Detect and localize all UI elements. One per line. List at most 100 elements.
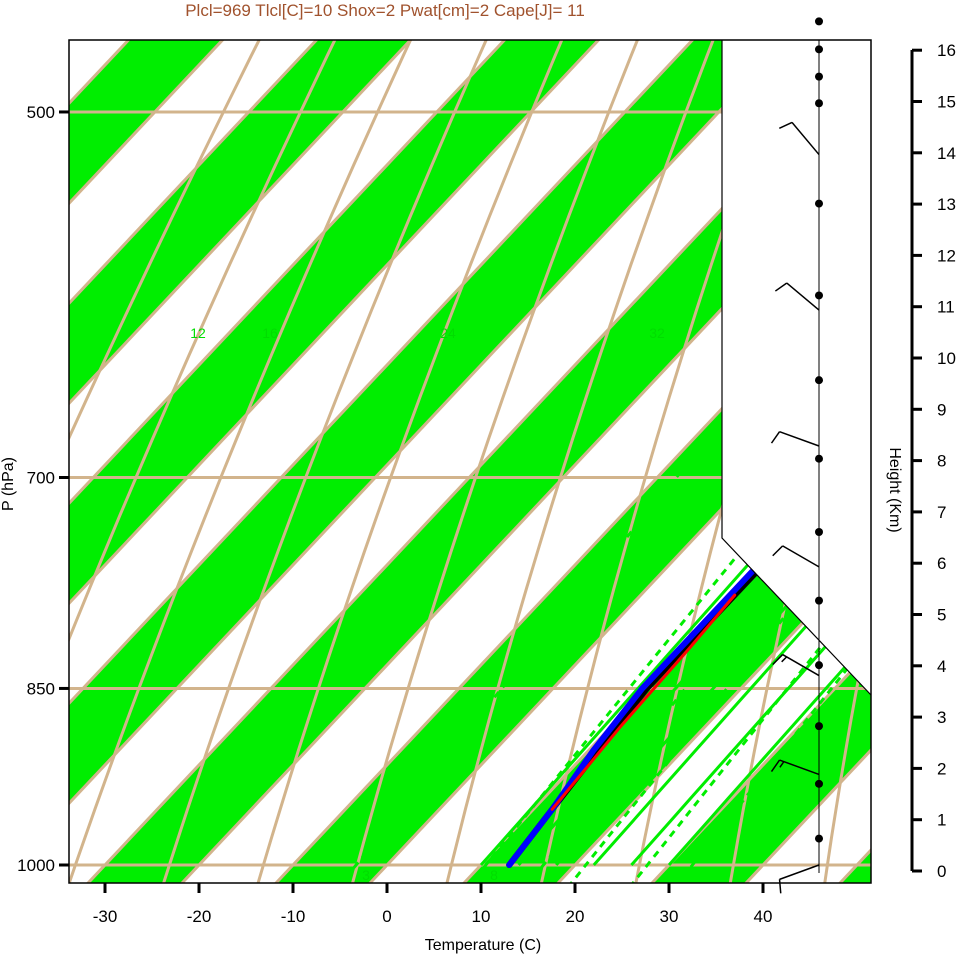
mixing-ratio-label: 16 xyxy=(262,325,278,341)
axes: -30-20-100102030401001502002503004005007… xyxy=(17,103,773,926)
x-tick-label: -20 xyxy=(187,907,212,926)
dry-adiabat xyxy=(351,40,640,883)
mixing-ratio-label: 8 xyxy=(490,867,498,883)
moist-adiabat xyxy=(592,550,871,866)
height-tick-label: 1 xyxy=(937,811,946,830)
x-tick-label: 30 xyxy=(660,907,679,926)
plot-border xyxy=(68,39,872,884)
wind-barb xyxy=(779,864,820,881)
level-dot xyxy=(815,527,823,536)
dry-adiabat xyxy=(539,40,791,883)
parcel-line xyxy=(550,593,737,811)
mixing-ratio-lines xyxy=(339,240,871,883)
barb-feather xyxy=(770,431,781,444)
isotherm-labels: 3 8 12 16 24 32 xyxy=(190,325,665,883)
level-dot xyxy=(815,834,823,843)
height-tick-label: 13 xyxy=(937,195,956,214)
wind-barb xyxy=(782,545,820,568)
dry-adiabat xyxy=(728,261,871,883)
mixing-ratio-label: 24 xyxy=(440,325,456,341)
height-tick-label: 8 xyxy=(937,452,946,471)
barb-feather xyxy=(770,759,781,772)
mixing-ratio-label: 3 xyxy=(362,867,370,883)
barb-feather xyxy=(774,282,788,292)
moist-adiabat xyxy=(479,424,871,866)
height-tick-label: 2 xyxy=(937,759,946,778)
height-tick-label: 9 xyxy=(937,400,946,419)
level-dot xyxy=(815,779,823,788)
y-tick-label: 700 xyxy=(27,469,55,488)
profile-series xyxy=(506,430,871,868)
moist-adiabat xyxy=(517,466,871,866)
height-tick-label: 14 xyxy=(937,144,956,163)
moist-adiabat xyxy=(667,635,871,866)
height-tick-label: 3 xyxy=(937,708,946,727)
dry-adiabat xyxy=(69,40,261,442)
chart-title: Plcl=969 Tlcl[C]=10 Shox=2 Pwat[cm]=2 Ca… xyxy=(185,1,585,20)
level-dot xyxy=(815,722,823,731)
height-tick-label: 7 xyxy=(937,503,946,522)
plot-frame xyxy=(68,39,872,884)
isotherm xyxy=(180,147,871,883)
mixing-ratio-label: 32 xyxy=(649,325,665,341)
level-dot xyxy=(815,45,823,54)
mixing-ratio-label: 12 xyxy=(190,325,206,341)
dry-adiabat xyxy=(256,40,564,883)
height-tick-label: 10 xyxy=(937,349,956,368)
y-axis-title: P (hPa) xyxy=(0,457,17,511)
level-dot xyxy=(815,454,823,463)
wind-panel-edge xyxy=(721,40,872,696)
barb-feather xyxy=(772,545,784,557)
wind-barb xyxy=(786,282,820,311)
barb-feather xyxy=(779,761,785,768)
moist-adiabat xyxy=(555,508,871,866)
height-tick-label: 15 xyxy=(937,93,956,112)
barb-feather xyxy=(778,121,793,129)
isotherm xyxy=(86,47,871,883)
dry-adiabat xyxy=(162,40,488,883)
wind-barb xyxy=(779,759,820,776)
dewpoint-line xyxy=(506,430,871,868)
x-tick-label: 20 xyxy=(566,907,585,926)
isotherm xyxy=(69,40,695,706)
level-dot xyxy=(815,99,823,108)
height-tick-label: 16 xyxy=(937,41,956,60)
dry-adiabat xyxy=(823,606,871,883)
isotherm xyxy=(69,40,789,806)
height-tick-label: 12 xyxy=(937,246,956,265)
dry-adiabat xyxy=(445,40,715,883)
wind-barb xyxy=(791,121,820,156)
x-tick-label: 40 xyxy=(754,907,773,926)
isotherm xyxy=(69,40,507,506)
wind-barb xyxy=(779,430,820,447)
level-dot xyxy=(815,596,823,605)
level-dot xyxy=(815,199,823,208)
y-tick-label: 850 xyxy=(27,679,55,698)
isotherm xyxy=(901,0,961,918)
height-tick-label: 5 xyxy=(937,606,946,625)
level-dot xyxy=(815,376,823,385)
y-tick-label: 500 xyxy=(27,103,55,122)
level-dot xyxy=(815,661,823,670)
moist-adiabat xyxy=(630,593,871,866)
dry-adiabat xyxy=(69,40,337,643)
dry-adiabat xyxy=(69,40,413,883)
level-dot xyxy=(815,17,823,26)
x-tick-label: 0 xyxy=(382,907,391,926)
level-dot xyxy=(815,72,823,81)
x-tick-label: -30 xyxy=(93,907,118,926)
y-tick-label: 1000 xyxy=(17,856,55,875)
isobar-isotherm-grid xyxy=(69,0,961,918)
barb-feather xyxy=(778,879,782,894)
barb-feather xyxy=(781,656,788,663)
height-axis-title: Height (Km) xyxy=(886,447,903,532)
x-axis-title: Temperature (C) xyxy=(425,937,541,954)
height-tick-label: 4 xyxy=(937,657,946,676)
wind-barbs xyxy=(770,17,823,894)
x-tick-label: 10 xyxy=(472,907,491,926)
wind-barb xyxy=(782,653,820,677)
isotherm xyxy=(69,40,601,606)
x-tick-label: -10 xyxy=(281,907,306,926)
